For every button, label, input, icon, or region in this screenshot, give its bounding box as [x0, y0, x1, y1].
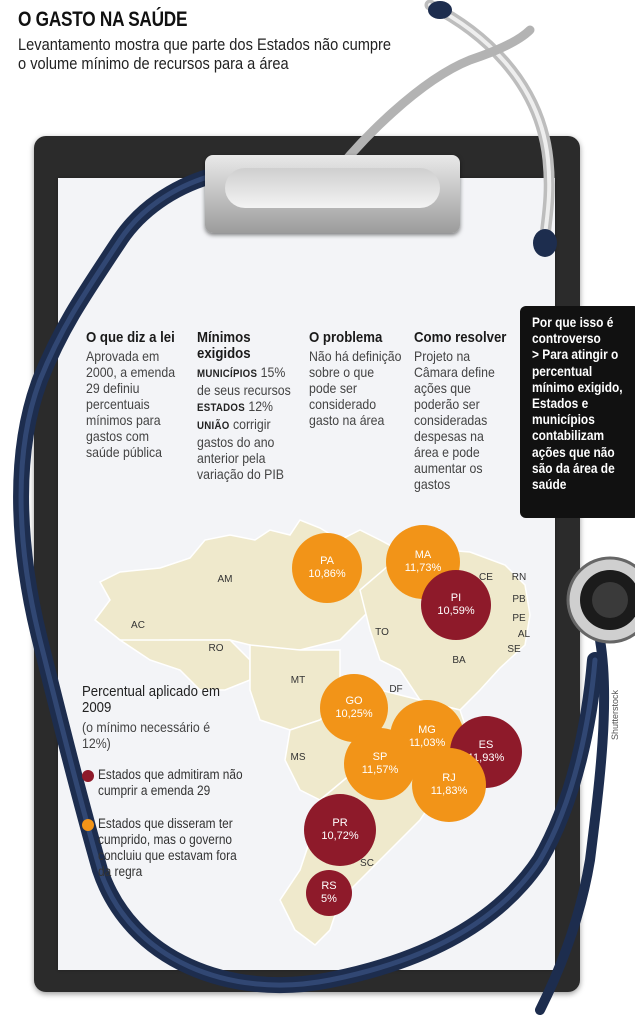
column-minimos: Mínimos exigidos MUNICÍPIOS 15% de seus … — [197, 329, 307, 483]
bubble-pi: PI 10,59% — [421, 570, 491, 640]
state-label-pb: PB — [512, 594, 526, 605]
column-resolver-heading: Como resolver — [414, 329, 507, 346]
column-lei-text: Aprovada em 2000, a emenda 29 definiu pe… — [86, 348, 176, 460]
column-lei: O que diz a lei Aprovada em 2000, a emen… — [86, 329, 196, 461]
page-subtitle: Levantamento mostra que parte dos Estado… — [18, 35, 392, 73]
bubble-rj: RJ 11,83% — [412, 748, 486, 822]
bubble-pr-uf: PR — [332, 817, 348, 829]
bubble-rs-value: 5% — [321, 893, 337, 905]
bubble-es-uf: ES — [478, 739, 494, 751]
legend-red-dot — [82, 770, 94, 782]
controversy-box — [520, 306, 635, 518]
clipboard-clip-inner — [225, 168, 440, 208]
municipios-label: MUNICÍPIOS — [197, 368, 258, 380]
column-minimos-heading: Mínimos exigidos — [197, 329, 251, 362]
bubble-pr: PR 10,72% — [304, 794, 376, 866]
bubble-rs-uf: RS — [321, 880, 337, 892]
bubble-mg-value: 11,03% — [408, 737, 446, 749]
bubble-pi-value: 10,59% — [437, 605, 475, 617]
state-label-al: AL — [517, 629, 531, 640]
column-resolver-text: Projeto na Câmara define ações que poder… — [414, 348, 495, 492]
state-label-rn: RN — [511, 572, 527, 583]
state-label-to: TO — [375, 627, 389, 638]
column-lei-heading: O que diz a lei — [86, 329, 175, 346]
controversy-body: > Para atingir o percentual mínimo exigi… — [532, 346, 623, 493]
column-problema: O problema Não há definição sobre o que … — [309, 329, 415, 429]
bubble-pa: PA 10,86% — [292, 533, 362, 603]
state-label-se: SE — [507, 644, 521, 655]
bubble-pr-value: 10,72% — [321, 830, 359, 842]
bubble-pa-uf: PA — [320, 555, 334, 567]
controversy-heading: Por que isso é controverso — [532, 314, 614, 347]
uniao-label: UNIÃO — [197, 420, 230, 432]
column-problema-heading: O problema — [309, 329, 383, 346]
state-label-ms: MS — [290, 752, 306, 763]
column-minimos-text: MUNICÍPIOS 15% de seus recursos ESTADOS … — [197, 364, 294, 482]
legend-note: (o mínimo necessário é 12%) — [82, 719, 211, 751]
controversy-text: Por que isso é controverso > Para atingi… — [532, 314, 626, 492]
column-problema-text: Não há definição sobre o que pode ser co… — [309, 348, 402, 428]
bubble-go-value: 10,25% — [335, 708, 373, 720]
state-label-ce: CE — [479, 572, 493, 583]
state-label-sc: SC — [360, 858, 374, 869]
bubble-mg-uf: MG — [418, 724, 436, 736]
bubble-pa-value: 10,86% — [308, 568, 346, 580]
state-label-ac: AC — [131, 620, 145, 631]
bubble-ma-uf: MA — [414, 549, 432, 561]
bubble-go-uf: GO — [345, 695, 363, 707]
state-label-mt: MT — [290, 675, 306, 686]
state-label-ba: BA — [452, 655, 466, 666]
bubble-rj-uf: RJ — [442, 772, 456, 784]
legend-orange-dot — [82, 819, 94, 831]
bubble-sp-value: 11,57% — [361, 764, 399, 776]
state-label-am: AM — [217, 574, 233, 585]
bubble-sp: SP 11,57% — [344, 728, 416, 800]
bubble-rj-value: 11,83% — [430, 785, 468, 797]
bubble-ma-value: 11,73% — [404, 562, 442, 574]
estados-label: ESTADOS — [197, 402, 245, 414]
column-resolver: Como resolver Projeto na Câmara define a… — [414, 329, 520, 493]
photo-credit: Shutterstock — [610, 689, 620, 740]
legend-orange-text: Estados que disseram ter cumprido, mas o… — [98, 816, 237, 879]
bubble-sp-uf: SP — [372, 751, 388, 763]
state-label-df: DF — [389, 684, 403, 695]
legend-red-text: Estados que admitiram não cumprir a emen… — [98, 767, 243, 798]
state-label-pe: PE — [512, 613, 526, 624]
legend-title: Percentual aplicado em 2009 — [82, 683, 220, 716]
state-label-ro: RO — [208, 643, 224, 654]
estados-value: 12% — [248, 398, 274, 414]
page-title: O GASTO NA SAÚDE — [18, 8, 188, 31]
municipios-value: 15% de seus recursos — [197, 364, 291, 398]
bubble-pi-uf: PI — [450, 592, 462, 604]
bubble-rs: RS 5% — [306, 870, 352, 916]
uniao-value: corrigir gastos do ano anterior pela var… — [197, 416, 284, 482]
